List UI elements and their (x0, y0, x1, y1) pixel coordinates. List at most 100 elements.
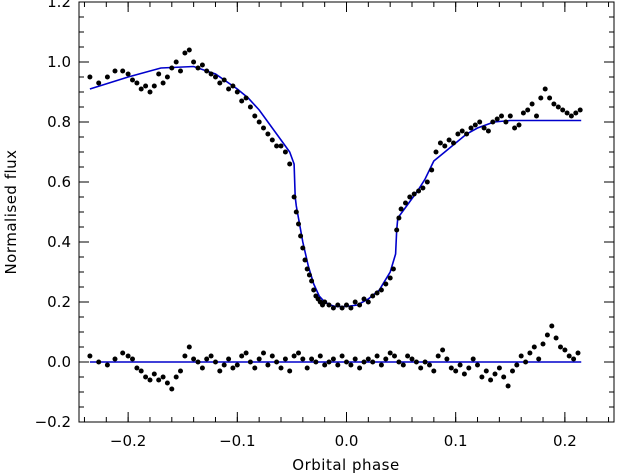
data-point (120, 68, 126, 74)
residual-point (182, 353, 188, 359)
data-point (287, 161, 293, 167)
data-point (186, 47, 192, 53)
residual-point (352, 356, 358, 362)
data-point (577, 107, 583, 113)
data-point (243, 95, 249, 101)
residual-point (112, 356, 118, 362)
residual-point (453, 368, 459, 374)
data-point (398, 206, 404, 212)
data-point (387, 275, 393, 281)
data-point (477, 119, 483, 125)
data-point (265, 131, 271, 137)
data-point (278, 143, 284, 149)
data-point (459, 128, 465, 134)
data-point (326, 302, 332, 308)
residual-point (571, 356, 577, 362)
data-point (217, 80, 223, 86)
residual-point (326, 359, 332, 365)
residual-point (435, 353, 441, 359)
data-point (357, 302, 363, 308)
residual-point (344, 359, 349, 365)
residual-point (169, 386, 175, 392)
residual-point (138, 368, 144, 374)
residual-point (501, 374, 507, 380)
data-point (429, 167, 435, 173)
data-point (247, 104, 253, 110)
residual-point (431, 368, 437, 374)
residual-point (317, 353, 323, 359)
residual-point (151, 371, 157, 377)
residual-point (348, 362, 354, 368)
residual-point (256, 356, 262, 362)
data-point (374, 290, 380, 296)
residual-point (104, 362, 110, 368)
data-point (352, 299, 358, 305)
residual-point (208, 353, 214, 359)
data-point (568, 113, 574, 119)
residual-point (204, 356, 210, 362)
residual-point (387, 350, 393, 356)
residual-point (536, 356, 542, 362)
residual-point (261, 350, 266, 356)
residual-point (466, 365, 472, 371)
residual-point (339, 353, 345, 359)
data-point (151, 83, 157, 89)
residual-point (505, 383, 511, 389)
data-point (551, 101, 557, 107)
data-point (560, 107, 566, 113)
data-point (322, 299, 328, 305)
residual-point (496, 365, 502, 371)
data-point (433, 149, 439, 155)
data-point (442, 143, 448, 149)
data-point (464, 131, 470, 137)
data-point (87, 74, 93, 80)
residual-point (544, 332, 550, 338)
data-point (394, 227, 400, 233)
residual-point (278, 365, 284, 371)
residual-point (243, 350, 249, 356)
data-point (164, 74, 170, 80)
residual-point (523, 359, 529, 365)
residual-point (300, 356, 306, 362)
residual-point (160, 374, 166, 380)
residual-point (173, 374, 179, 380)
plot-frame (78, 1, 615, 423)
residual-point (444, 356, 450, 362)
data-point (534, 113, 539, 119)
residual-point (96, 359, 102, 365)
y-axis-ticks: −0.2 0.0 0.2 0.4 0.6 0.8 1.0 1.2 (35, 0, 614, 431)
data-point (370, 293, 376, 299)
residual-point (365, 356, 371, 362)
data-point (300, 245, 306, 251)
data-point (178, 68, 183, 74)
residual-point (396, 359, 402, 365)
data-point (472, 122, 478, 128)
data-point (147, 89, 153, 95)
residual-point (143, 374, 149, 380)
residual-point (558, 344, 563, 350)
residual-point (553, 335, 559, 341)
residual-point (357, 365, 363, 371)
data-point (396, 215, 402, 221)
data-point (274, 143, 280, 149)
data-point (407, 194, 413, 200)
data-point (204, 68, 210, 74)
data-point (547, 95, 553, 101)
residual-point (540, 341, 546, 347)
data-point (261, 125, 266, 131)
data-point (169, 65, 175, 71)
model-fit-curve (89, 65, 582, 308)
residual-point (87, 353, 93, 359)
residual-point (479, 374, 485, 380)
data-point (213, 74, 218, 80)
residual-point (488, 377, 494, 383)
data-point (446, 137, 452, 143)
residual-point (422, 359, 428, 365)
data-point (302, 257, 308, 263)
data-point (130, 77, 135, 83)
data-point (309, 278, 315, 284)
x-axis-title: Orbital phase (292, 456, 399, 474)
data-point (282, 149, 288, 155)
residual-point (510, 368, 515, 374)
residual-point (134, 365, 140, 371)
